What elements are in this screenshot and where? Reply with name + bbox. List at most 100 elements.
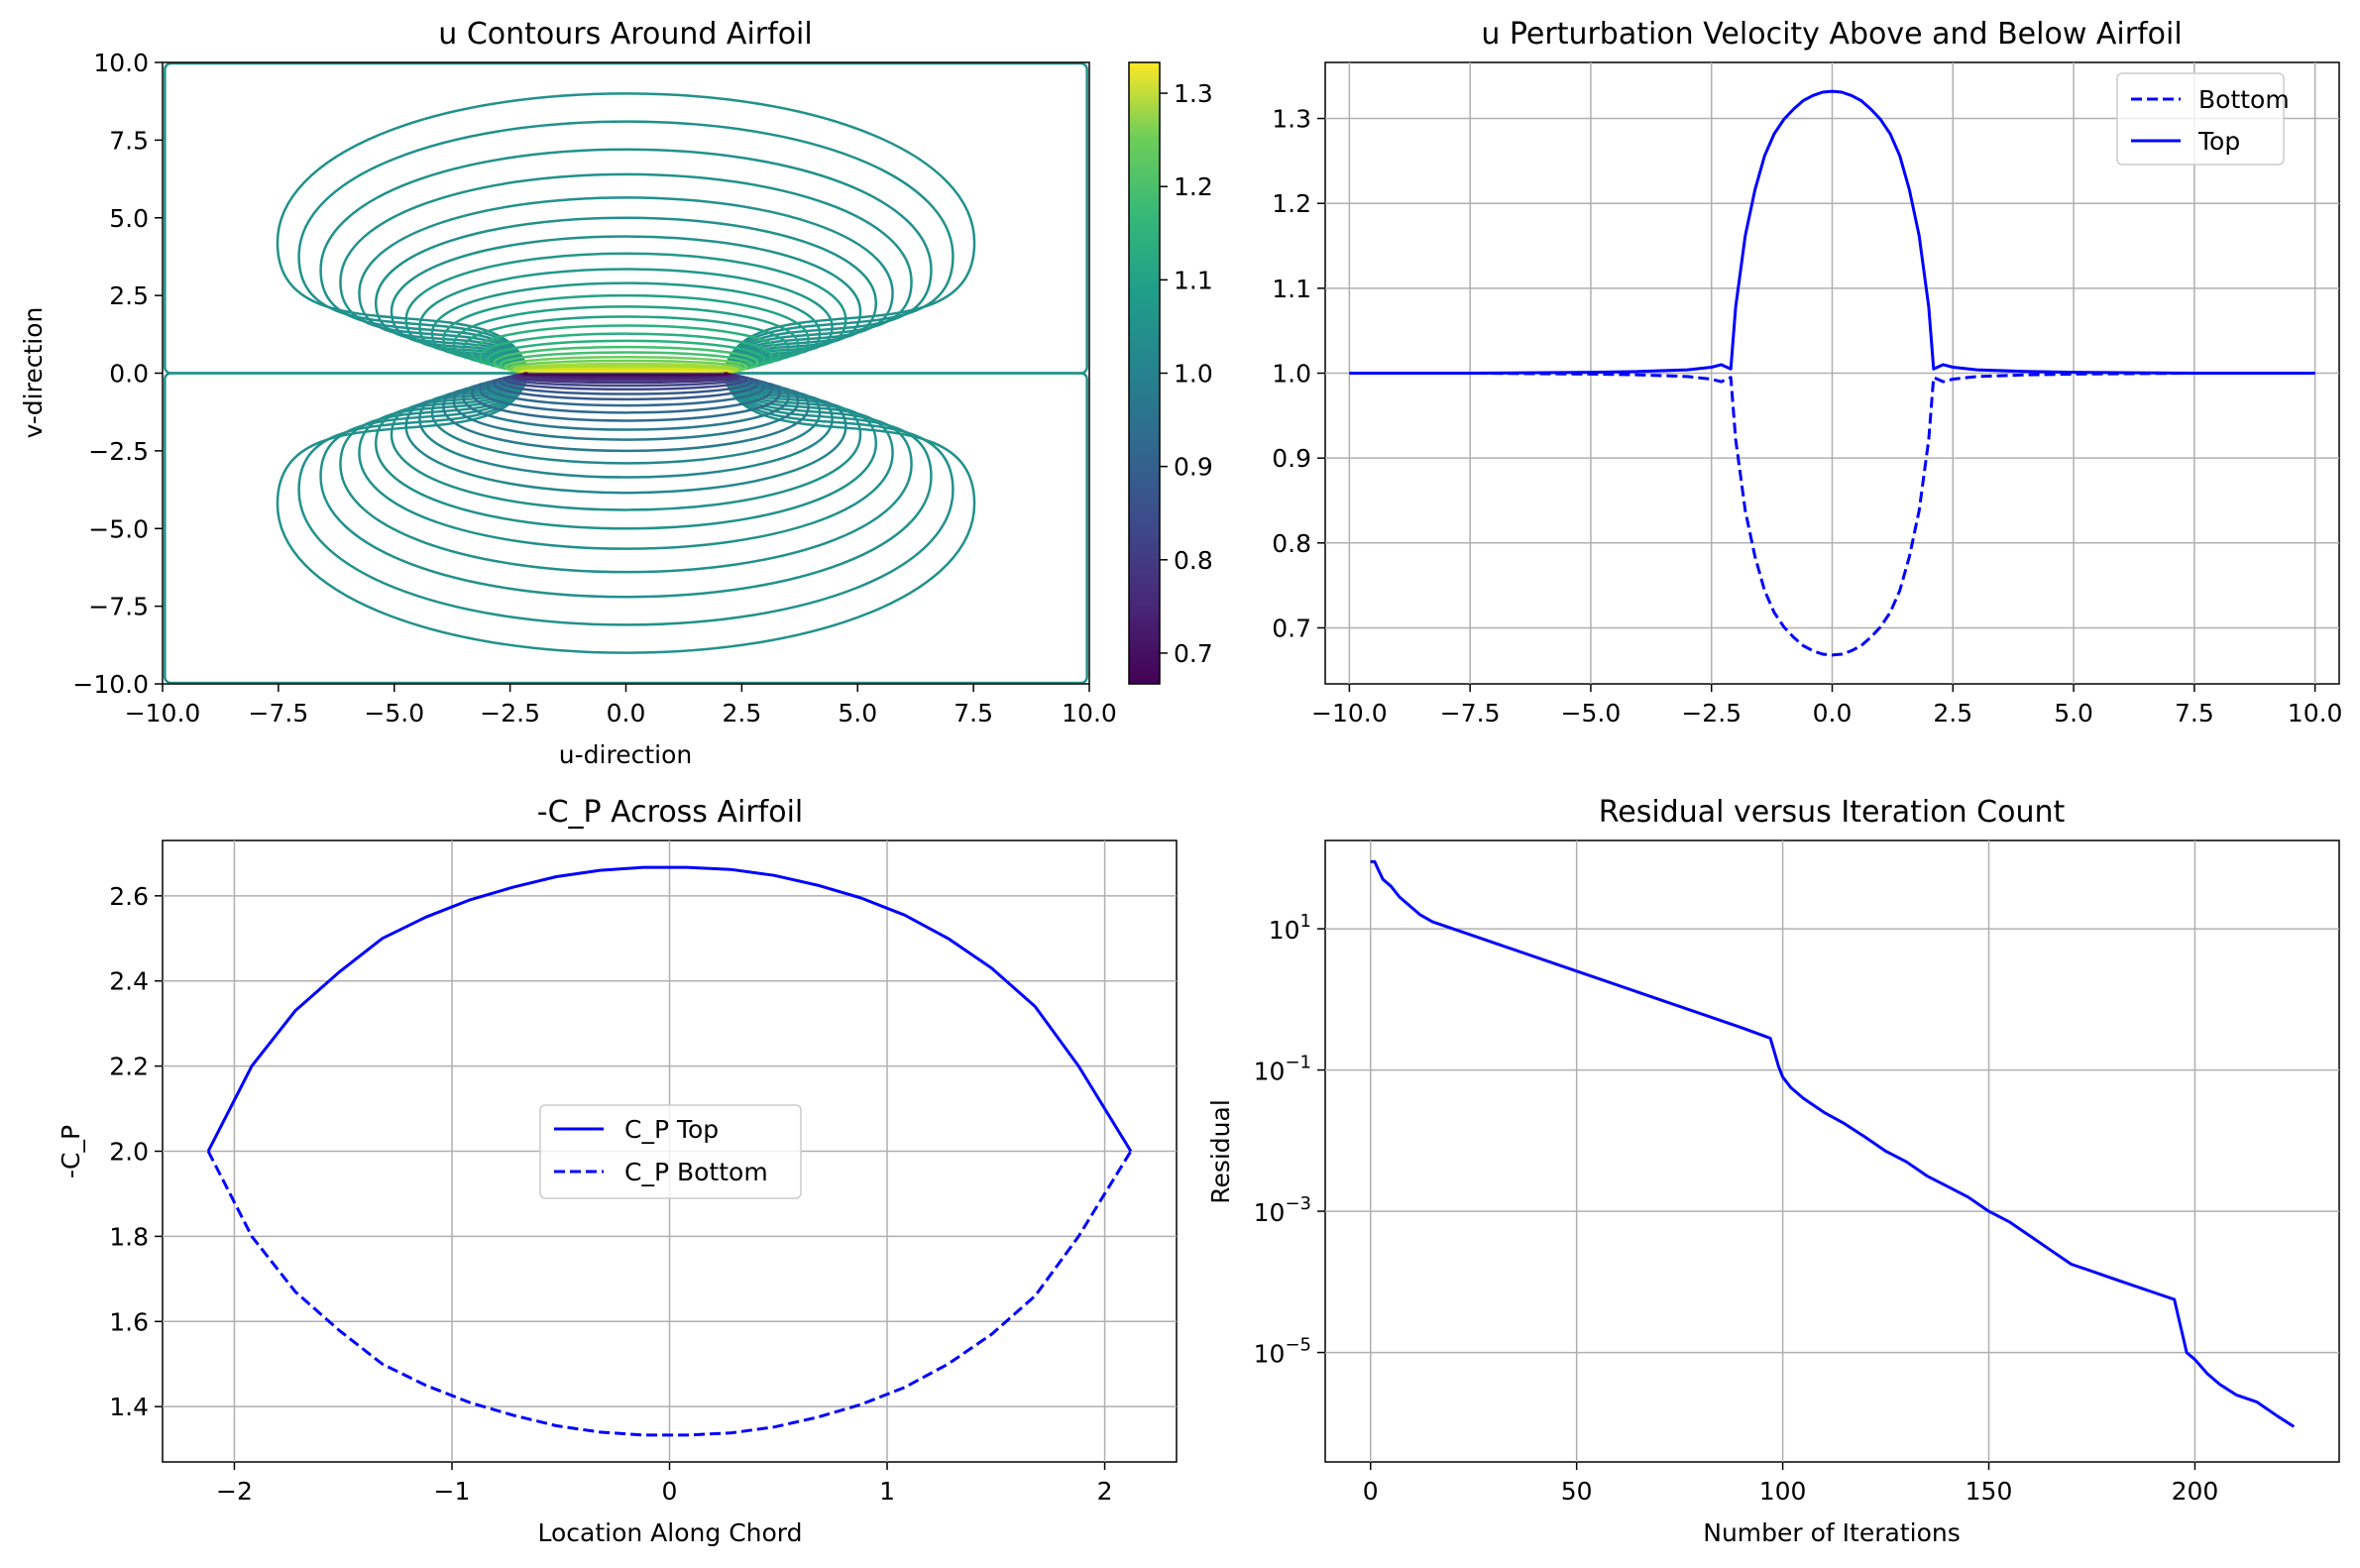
x-tick-label: 5.0 <box>2054 699 2093 728</box>
residual-axes-frame <box>1324 840 2340 1463</box>
series-line-top <box>1349 89 2315 375</box>
legend-cp-bottom-label: C_P Bottom <box>624 1158 768 1186</box>
contour-x-tick-label: 7.5 <box>954 699 993 728</box>
contour-x-tick-label: 0.0 <box>607 699 646 728</box>
y-tick-label: 10−5 <box>1254 1335 1311 1369</box>
x-tick-label: 200 <box>2172 1477 2219 1506</box>
contour-line-upper <box>520 369 731 375</box>
contour-panel: u Contours Around Airfoil −10.0 −7.5 −5.0 −… <box>19 17 1213 769</box>
x-tick-label: 150 <box>1966 1477 2013 1506</box>
contour-line-upper <box>471 324 781 375</box>
y-tick-label: 1.1 <box>1272 275 1311 303</box>
contour-line-lower <box>493 372 759 401</box>
x-tick-label: −10.0 <box>1311 699 1388 728</box>
contour-line-lower <box>430 372 822 465</box>
y-tick-label: 2.4 <box>109 967 149 996</box>
y-tick-label: 0.8 <box>1272 529 1311 558</box>
legend-top-label: Top <box>2197 127 2240 156</box>
contour-line-lower <box>499 372 753 395</box>
x-tick-label: 2 <box>1097 1477 1113 1506</box>
x-tick-label: 0 <box>662 1477 678 1506</box>
series-line-residual <box>1370 859 2296 1428</box>
y-tick-label: 10−3 <box>1254 1193 1311 1227</box>
contour-line-lower <box>471 372 781 422</box>
contour-y-tick-label: 7.5 <box>109 126 149 155</box>
velocity-title: u Perturbation Velocity Above and Below … <box>1481 17 2182 52</box>
residual-x-ticks: 0 50 100 150 200 <box>1363 1462 2219 1506</box>
contour-line-upper <box>418 268 834 374</box>
contour-line-upper <box>512 362 739 375</box>
x-tick-label: 0.0 <box>1813 699 1853 728</box>
series-line-bottom <box>1349 372 2315 657</box>
contour-y-tick-label: −10.0 <box>72 670 149 699</box>
contour-y-tick-label: 5.0 <box>109 204 149 233</box>
x-tick-label: 50 <box>1561 1477 1593 1506</box>
y-tick-label: 101 <box>1269 911 1311 945</box>
velocity-panel: u Perturbation Velocity Above and Below … <box>1272 17 2342 728</box>
contour-line-lower <box>520 372 731 378</box>
y-tick-base: 10 <box>1269 916 1300 945</box>
contour-x-tick-label: −7.5 <box>249 699 309 728</box>
contour-line-lower <box>504 372 748 392</box>
x-tick-label: 10.0 <box>2288 699 2343 728</box>
y-tick-label: 0.9 <box>1272 444 1311 473</box>
cp-lines <box>206 865 1133 1437</box>
contour-line-lower <box>512 372 739 385</box>
colorbar-tick-label: 0.9 <box>1174 453 1213 482</box>
contour-x-tick-label: 10.0 <box>1062 699 1117 728</box>
contour-line-lower <box>486 372 766 407</box>
contour-y-ticks: −10.0 −7.5 −5.0 −2.5 0.0 2.5 5.0 7.5 10.0 <box>72 49 163 699</box>
cp-legend-box <box>539 1104 802 1199</box>
colorbar-tick-label: 0.7 <box>1174 639 1213 668</box>
y-tick-label: 2.2 <box>109 1053 149 1081</box>
velocity-y-ticks: 0.7 0.8 0.9 1.0 1.1 1.2 1.3 <box>1272 105 1325 642</box>
contour-title: u Contours Around Airfoil <box>438 17 812 52</box>
y-tick-label: 2.0 <box>109 1138 149 1167</box>
cp-y-label: -C_P <box>56 1125 85 1178</box>
contour-y-tick-label: −2.5 <box>88 437 149 466</box>
contour-x-tick-label: 2.5 <box>722 699 761 728</box>
x-tick-label: 0 <box>1363 1477 1379 1506</box>
y-tick-label: 1.0 <box>1272 360 1311 389</box>
residual-title: Residual versus Iteration Count <box>1599 795 2066 830</box>
contour-line-upper <box>486 339 766 375</box>
contour-y-label: v-direction <box>19 307 48 439</box>
x-tick-label: −1 <box>434 1477 471 1506</box>
x-tick-label: 100 <box>1759 1477 1807 1506</box>
residual-lines <box>1370 859 2296 1428</box>
y-tick-label: 1.4 <box>109 1393 149 1421</box>
residual-y-label: Residual <box>1206 1099 1235 1204</box>
colorbar-ticks: 0.7 0.8 0.9 1.0 1.1 1.2 1.3 <box>1160 79 1213 668</box>
x-tick-label: 1 <box>879 1477 895 1506</box>
residual-panel: Residual versus Iteration Count 0 50 100 15… <box>1206 795 2340 1547</box>
colorbar-tick-label: 1.1 <box>1174 266 1213 294</box>
legend-bottom-label: Bottom <box>2198 85 2290 114</box>
y-tick-label: 1.2 <box>1272 189 1311 218</box>
colorbar-tick-label: 0.8 <box>1174 546 1213 575</box>
contour-line-upper <box>442 293 810 375</box>
y-tick-label: 1.8 <box>109 1222 149 1251</box>
contour-line-lower <box>508 372 743 388</box>
contour-x-ticks: −10.0 −7.5 −5.0 −2.5 0.0 2.5 5.0 7.5 10.0 <box>125 684 1117 728</box>
contour-x-tick-label: −2.5 <box>480 699 540 728</box>
contour-line-upper <box>508 359 743 375</box>
contour-line-upper <box>493 345 759 375</box>
contour-lines <box>164 61 1088 685</box>
x-tick-label: −5.0 <box>1561 699 1622 728</box>
contour-line-upper <box>462 315 790 375</box>
cp-y-ticks: 1.4 1.6 1.8 2.0 2.2 2.4 2.6 <box>109 882 163 1421</box>
contour-x-tick-label: −5.0 <box>364 699 424 728</box>
series-line-c-p-top <box>206 865 1133 1153</box>
x-tick-label: −2 <box>216 1477 253 1506</box>
colorbar-tick-label: 1.0 <box>1174 360 1213 389</box>
y-tick-label: 0.7 <box>1272 614 1311 642</box>
contour-line-lower <box>452 372 800 441</box>
contour-y-tick-label: 10.0 <box>93 49 149 77</box>
colorbar <box>1128 61 1161 685</box>
y-tick-label: 1.6 <box>109 1307 149 1336</box>
y-tick-base: 10 <box>1254 1058 1286 1086</box>
contour-x-label: u-direction <box>559 740 692 769</box>
y-tick-exponent: −3 <box>1285 1193 1311 1214</box>
